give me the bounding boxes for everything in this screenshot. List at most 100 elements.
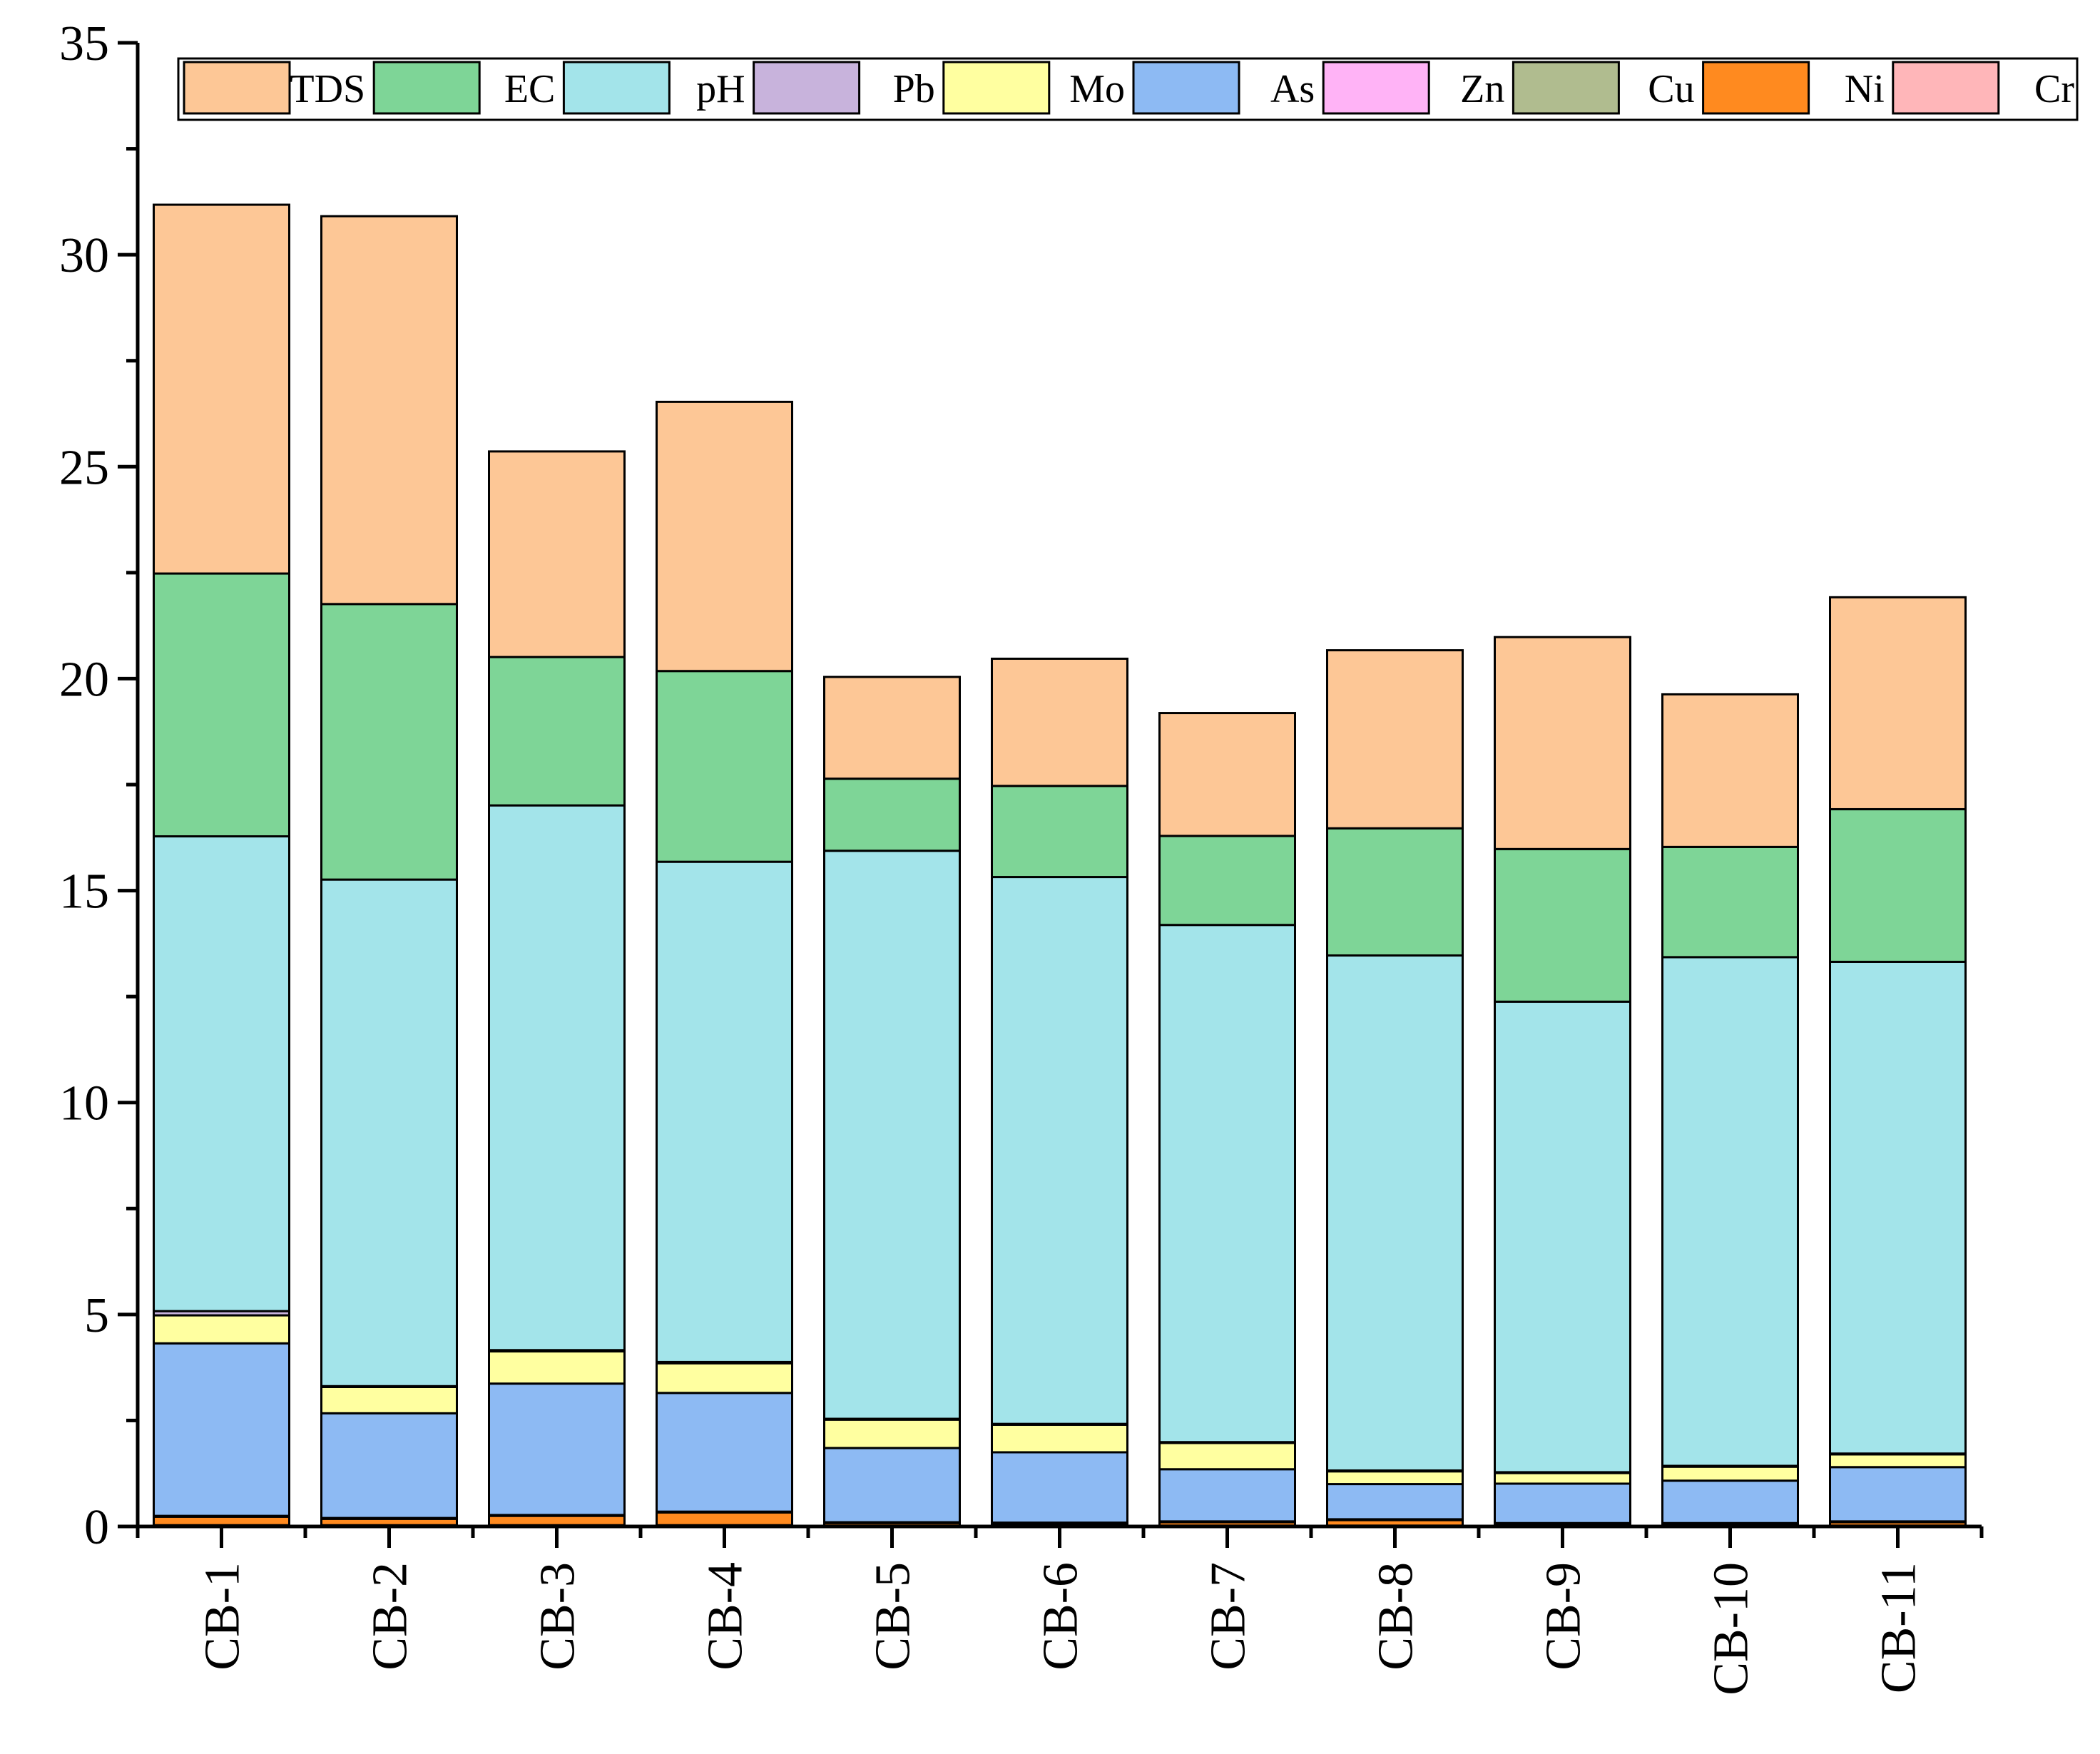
x-tick-label-CB-4: CB-4 bbox=[698, 1562, 753, 1671]
bar-CB-10-TDS bbox=[1661, 693, 1799, 848]
legend-swatch-As bbox=[1132, 61, 1240, 115]
x-tick-label-CB-5: CB-5 bbox=[866, 1562, 921, 1671]
bar-CB-9-pH bbox=[1494, 1000, 1631, 1474]
bar-CB-11-TDS bbox=[1829, 596, 1967, 810]
bar-CB-6-EC bbox=[991, 785, 1128, 879]
bar-stack-CB-11 bbox=[1829, 596, 1967, 1528]
bar-stack-CB-8 bbox=[1326, 649, 1464, 1528]
axes-layer: 0 5 10 15 20 25 30 35 CB-1 CB-2 CB-3 CB-4 CB-5 CB-6 CB… bbox=[59, 16, 1984, 1696]
bar-CB-5-EC bbox=[823, 777, 961, 852]
bar-CB-1-Ni bbox=[153, 1515, 290, 1526]
bar-CB-8-TDS bbox=[1326, 649, 1464, 830]
bar-CB-8-EC bbox=[1326, 827, 1464, 957]
bar-CB-8-Mo bbox=[1326, 1470, 1464, 1486]
x-tick-label-CB-3: CB-3 bbox=[531, 1562, 586, 1671]
bar-CB-3-pH bbox=[488, 804, 626, 1352]
bar-CB-7-EC bbox=[1158, 835, 1296, 927]
legend-label-pH: pH bbox=[696, 67, 745, 111]
bar-CB-10-Mo bbox=[1661, 1465, 1799, 1482]
bar-CB-11-EC bbox=[1829, 807, 1967, 963]
y-tick-label: 5 bbox=[84, 1288, 109, 1343]
y-tick-label: 20 bbox=[59, 652, 109, 707]
bar-CB-7-TDS bbox=[1158, 712, 1296, 837]
bar-CB-3-TDS bbox=[488, 450, 626, 658]
legend-label-Pb: Pb bbox=[893, 67, 935, 111]
bar-CB-2-As bbox=[320, 1412, 458, 1519]
bars-layer bbox=[153, 203, 1967, 1528]
legend: TDS EC pH Pb Mo As Zn Cu Ni Cr bbox=[177, 57, 2079, 121]
x-tick-label-CB-8: CB-8 bbox=[1369, 1562, 1424, 1671]
legend-swatch-Zn bbox=[1322, 61, 1430, 115]
legend-label-Cu: Cu bbox=[1648, 67, 1694, 111]
bar-CB-5-Mo bbox=[823, 1418, 961, 1449]
bar-CB-1-TDS bbox=[153, 203, 290, 575]
bar-CB-4-Ni bbox=[656, 1511, 793, 1526]
bar-CB-11-pH bbox=[1829, 960, 1967, 1455]
bar-CB-3-Ni bbox=[488, 1514, 626, 1526]
bar-CB-9-EC bbox=[1494, 847, 1631, 1003]
bar-CB-1-pH bbox=[153, 835, 290, 1312]
bar-stack-CB-7 bbox=[1158, 712, 1296, 1528]
bar-CB-9-TDS bbox=[1494, 636, 1631, 850]
legend-swatch-Ni bbox=[1702, 61, 1810, 115]
bar-stack-CB-1 bbox=[153, 203, 290, 1528]
bar-CB-3-As bbox=[488, 1382, 626, 1516]
bar-CB-11-Mo bbox=[1829, 1453, 1967, 1469]
bar-CB-3-Mo bbox=[488, 1350, 626, 1385]
bar-CB-10-As bbox=[1661, 1479, 1799, 1524]
legend-swatch-pH bbox=[562, 61, 671, 115]
bar-stack-CB-3 bbox=[488, 450, 626, 1528]
legend-label-EC: EC bbox=[504, 67, 556, 111]
legend-label-TDS: TDS bbox=[290, 67, 365, 111]
x-tick-label-CB-10: CB-10 bbox=[1704, 1562, 1759, 1696]
legend-label-Ni: Ni bbox=[1845, 67, 1885, 111]
bar-CB-8-pH bbox=[1326, 954, 1464, 1472]
y-tick-label: 25 bbox=[59, 440, 109, 495]
bar-CB-5-TDS bbox=[823, 675, 961, 780]
bar-CB-7-Mo bbox=[1158, 1442, 1296, 1471]
bar-CB-4-EC bbox=[656, 670, 793, 863]
x-tick-label-CB-1: CB-1 bbox=[195, 1562, 250, 1671]
bar-CB-2-EC bbox=[320, 603, 458, 881]
bar-CB-9-As bbox=[1494, 1482, 1631, 1524]
legend-label-Cr: Cr bbox=[2034, 67, 2074, 111]
bar-CB-6-As bbox=[991, 1451, 1128, 1524]
bar-stack-CB-6 bbox=[991, 657, 1128, 1528]
legend-swatch-Mo bbox=[942, 61, 1051, 115]
bar-stack-CB-10 bbox=[1661, 693, 1799, 1528]
bar-CB-4-As bbox=[656, 1392, 793, 1513]
legend-swatch-Pb bbox=[753, 61, 861, 115]
bar-CB-7-As bbox=[1158, 1468, 1296, 1523]
bar-CB-10-pH bbox=[1661, 956, 1799, 1467]
bar-CB-4-pH bbox=[656, 860, 793, 1363]
legend-swatch-Cu bbox=[1512, 61, 1620, 115]
bar-CB-8-As bbox=[1326, 1483, 1464, 1521]
y-tick-label: 35 bbox=[59, 16, 109, 71]
bar-CB-11-As bbox=[1829, 1466, 1967, 1523]
bar-CB-1-As bbox=[153, 1342, 290, 1517]
bar-CB-6-TDS bbox=[991, 657, 1128, 787]
legend-swatch-Cr bbox=[1892, 61, 2000, 115]
bar-stack-CB-2 bbox=[320, 215, 458, 1528]
bar-CB-6-Mo bbox=[991, 1423, 1128, 1454]
y-tick-label: 30 bbox=[59, 228, 109, 283]
bar-CB-3-EC bbox=[488, 656, 626, 807]
x-tick-label-CB-6: CB-6 bbox=[1034, 1562, 1089, 1671]
bar-CB-4-TDS bbox=[656, 400, 793, 673]
bar-stack-CB-9 bbox=[1494, 636, 1631, 1528]
x-tick-label-CB-9: CB-9 bbox=[1536, 1562, 1591, 1671]
bar-CB-5-pH bbox=[823, 850, 961, 1420]
bar-CB-1-EC bbox=[153, 572, 290, 838]
bar-CB-7-pH bbox=[1158, 924, 1296, 1444]
y-tick-label: 0 bbox=[84, 1500, 109, 1555]
legend-swatch-TDS bbox=[183, 61, 291, 115]
bar-stack-CB-5 bbox=[823, 675, 961, 1528]
x-tick-label-CB-7: CB-7 bbox=[1201, 1562, 1256, 1671]
bar-CB-6-pH bbox=[991, 876, 1128, 1425]
x-tick-label-CB-11: CB-11 bbox=[1872, 1562, 1927, 1693]
bar-CB-5-As bbox=[823, 1447, 961, 1524]
y-tick-label: 10 bbox=[59, 1076, 109, 1131]
bar-CB-2-TDS bbox=[320, 215, 458, 606]
bar-CB-9-Mo bbox=[1494, 1472, 1631, 1485]
